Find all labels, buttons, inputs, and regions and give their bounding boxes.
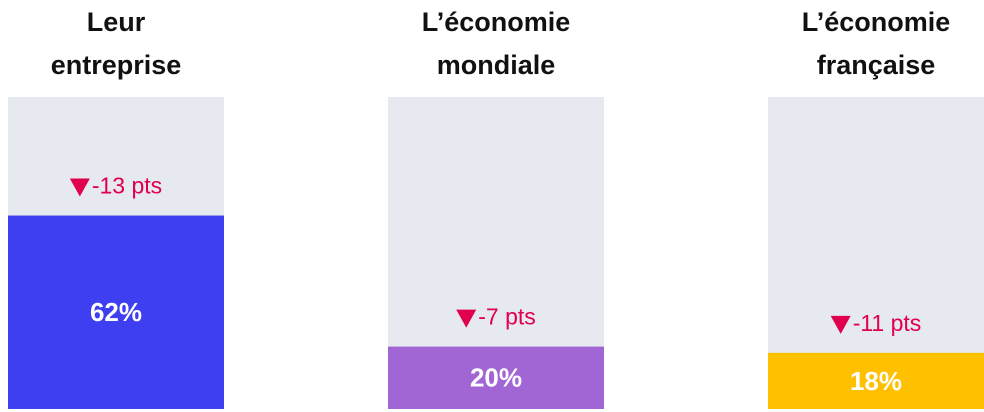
category-label: L’économie <box>422 7 571 37</box>
down-triangle <box>69 178 90 197</box>
value-label: 62% <box>90 297 142 327</box>
value-label: 20% <box>470 363 522 393</box>
bar <box>388 346 604 409</box>
change-annotation: -11 pts <box>853 310 922 336</box>
down-triangle <box>830 315 851 334</box>
bar <box>768 352 984 409</box>
category-label: française <box>817 50 936 80</box>
category-label: entreprise <box>51 50 182 80</box>
bar <box>8 215 224 409</box>
category-label: Leur <box>87 7 146 37</box>
value-label: 18% <box>850 366 902 396</box>
change-annotation: -13 pts <box>92 173 162 199</box>
category-label: L’économie <box>802 7 951 37</box>
down-triangle <box>456 309 477 328</box>
change-annotation: -7 pts <box>478 304 536 330</box>
category-label: mondiale <box>437 50 556 80</box>
